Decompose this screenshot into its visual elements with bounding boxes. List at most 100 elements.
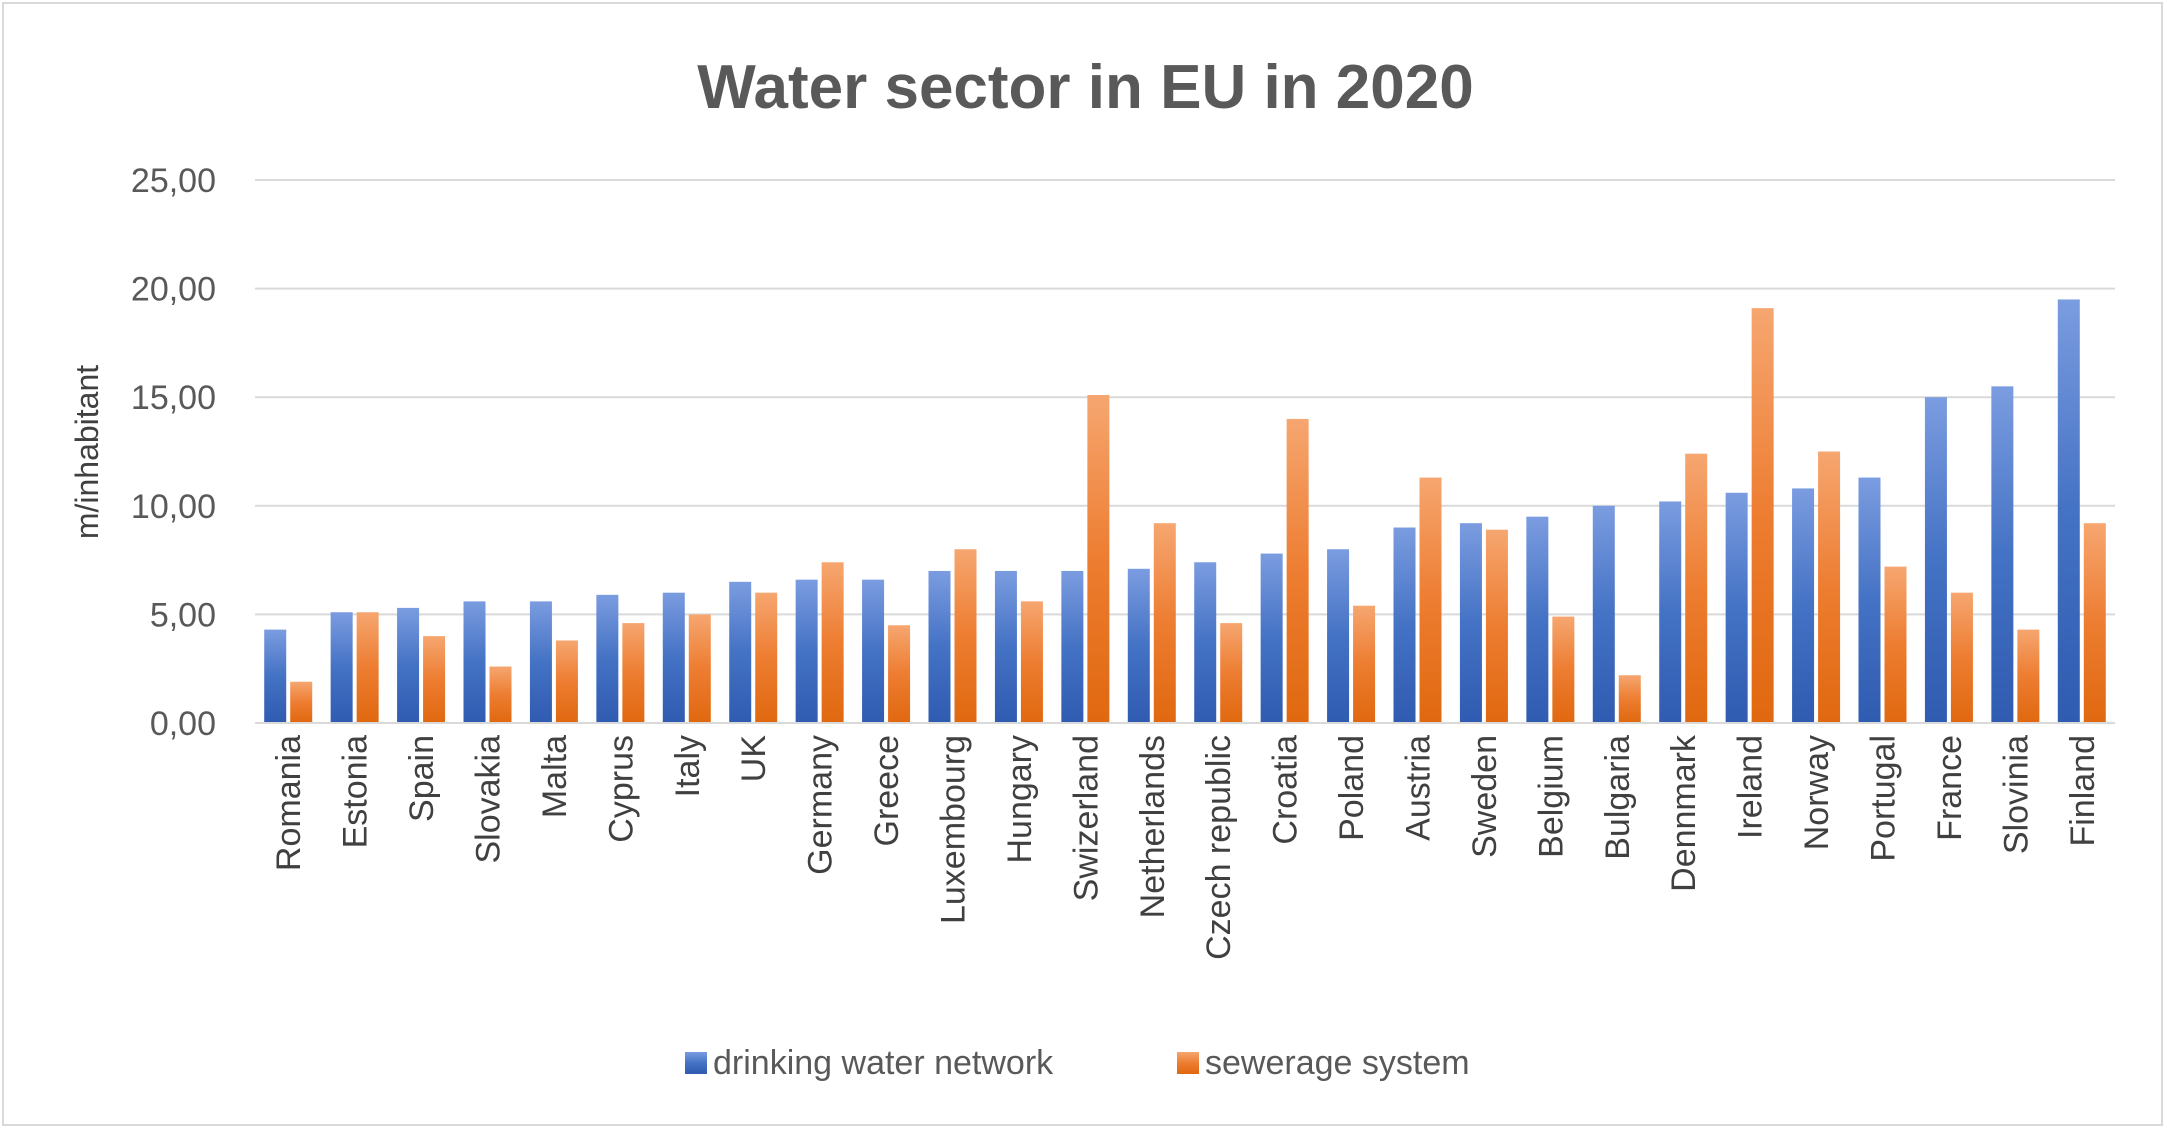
bar-sewerage-cyprus — [622, 623, 645, 723]
bar-sewerage-swizerland — [1087, 395, 1110, 723]
bar-sewerage-czech-republic — [1220, 623, 1243, 723]
x-category-label: Italy — [669, 735, 707, 797]
x-category-label: Romania — [270, 735, 308, 871]
bar-drinking-water-luxembourg — [928, 570, 951, 723]
chart-title: Water sector in EU in 2020 — [697, 53, 1474, 122]
legend: drinking water network sewerage system — [685, 1044, 1470, 1082]
x-category-label: Sweden — [1466, 735, 1504, 858]
bar-sewerage-croatia — [1286, 418, 1309, 723]
bar-drinking-water-sweden — [1459, 523, 1482, 723]
x-category-label: Croatia — [1267, 735, 1305, 845]
bar-drinking-water-ireland — [1725, 492, 1748, 723]
bar-sewerage-poland — [1353, 605, 1376, 723]
bar-sewerage-uk — [755, 592, 778, 723]
y-tick-label: 10,00 — [131, 488, 216, 526]
legend-swatch — [685, 1052, 707, 1074]
bar-sewerage-slovakia — [489, 666, 512, 723]
x-category-label: Slovinia — [1997, 735, 2035, 854]
bar-drinking-water-netherlands — [1127, 568, 1150, 723]
bar-drinking-water-bulgaria — [1592, 505, 1615, 723]
bar-sewerage-estonia — [356, 612, 379, 723]
bar-sewerage-belgium — [1552, 616, 1575, 723]
y-tick-label: 20,00 — [131, 271, 216, 309]
bar-drinking-water-norway — [1792, 488, 1815, 723]
bar-drinking-water-croatia — [1260, 553, 1283, 723]
x-category-label: Poland — [1333, 735, 1371, 841]
bar-drinking-water-finland — [2057, 299, 2080, 723]
bar-drinking-water-spain — [397, 607, 420, 723]
bar-drinking-water-estonia — [330, 612, 353, 723]
x-category-label: Portugal — [1865, 735, 1903, 862]
x-category-label: Estonia — [337, 735, 375, 848]
x-category-label: Slovakia — [470, 735, 508, 864]
bar-sewerage-malta — [555, 640, 578, 723]
x-category-label: Czech republic — [1200, 735, 1238, 960]
x-category-label: Swizerland — [1067, 735, 1105, 901]
bar-sewerage-sweden — [1485, 529, 1508, 723]
legend-label: drinking water network — [713, 1044, 1054, 1082]
bar-sewerage-hungary — [1020, 601, 1043, 723]
y-axis-title: m/inhabitant — [69, 365, 105, 539]
bar-sewerage-portugal — [1884, 566, 1907, 723]
bar-drinking-water-belgium — [1526, 516, 1549, 723]
x-category-label: Dennmark — [1665, 734, 1703, 892]
bar-drinking-water-slovakia — [463, 601, 486, 723]
axes: 0,00 5,00 10,00 15,00 20,00 25,00 m/inhabitant — [69, 162, 2115, 743]
x-category-label: Ireland — [1732, 735, 1770, 839]
bar-sewerage-netherlands — [1153, 523, 1176, 723]
bar-sewerage-france — [1950, 592, 1973, 723]
bar-drinking-water-swizerland — [1061, 570, 1084, 723]
y-tick-label: 15,00 — [131, 379, 216, 417]
bar-drinking-water-austria — [1393, 527, 1416, 723]
bar-sewerage-romania — [290, 681, 313, 723]
x-category-label: Spain — [403, 735, 441, 822]
bar-drinking-water-germany — [795, 579, 818, 723]
bar-sewerage-austria — [1419, 477, 1442, 723]
bar-sewerage-italy — [688, 614, 711, 723]
legend-label: sewerage system — [1205, 1044, 1470, 1082]
bar-sewerage-dennmark — [1685, 453, 1708, 723]
x-category-label: Finland — [2064, 735, 2102, 847]
y-tick-label: 25,00 — [131, 162, 216, 200]
bar-sewerage-ireland — [1751, 308, 1774, 723]
bar-drinking-water-czech-republic — [1194, 562, 1217, 723]
x-category-label: Austria — [1400, 735, 1438, 841]
bar-drinking-water-hungary — [994, 570, 1017, 723]
bar-drinking-water-greece — [862, 579, 885, 723]
x-category-label: Germany — [802, 735, 840, 875]
bar-drinking-water-romania — [264, 629, 287, 723]
bar-sewerage-bulgaria — [1618, 675, 1641, 723]
x-category-label: Bulgaria — [1599, 735, 1637, 860]
bar-drinking-water-portugal — [1858, 477, 1881, 723]
bar-drinking-water-dennmark — [1659, 501, 1682, 723]
bar-drinking-water-poland — [1327, 549, 1350, 723]
bar-sewerage-luxembourg — [954, 549, 977, 723]
y-tick-label: 0,00 — [150, 705, 216, 743]
bar-sewerage-spain — [423, 636, 446, 723]
x-category-label: UK — [735, 735, 773, 783]
x-category-label: France — [1931, 735, 1969, 841]
bar-sewerage-norway — [1818, 451, 1841, 723]
x-category-label: Belgium — [1532, 735, 1570, 858]
bar-drinking-water-france — [1924, 397, 1947, 723]
x-category-label: Cyprus — [602, 735, 640, 843]
bar-sewerage-greece — [888, 625, 911, 723]
x-category-label: Netherlands — [1134, 735, 1172, 918]
bar-drinking-water-slovinia — [1991, 386, 2014, 723]
x-category-label: Norway — [1798, 735, 1836, 850]
x-category-label: Hungary — [1001, 735, 1039, 864]
y-tick-label: 5,00 — [150, 596, 216, 634]
bar-drinking-water-uk — [729, 581, 752, 723]
bar-sewerage-germany — [821, 562, 844, 723]
x-category-label: Luxembourg — [935, 735, 973, 924]
bar-drinking-water-italy — [662, 592, 685, 723]
bars — [264, 299, 2106, 723]
bar-drinking-water-cyprus — [596, 594, 619, 723]
bar-sewerage-slovinia — [2017, 629, 2040, 723]
bar-drinking-water-malta — [529, 601, 552, 723]
x-category-label: Greece — [868, 735, 906, 847]
bar-sewerage-finland — [2083, 523, 2106, 723]
legend-swatch — [1177, 1052, 1199, 1074]
x-category-label: Malta — [536, 735, 574, 818]
